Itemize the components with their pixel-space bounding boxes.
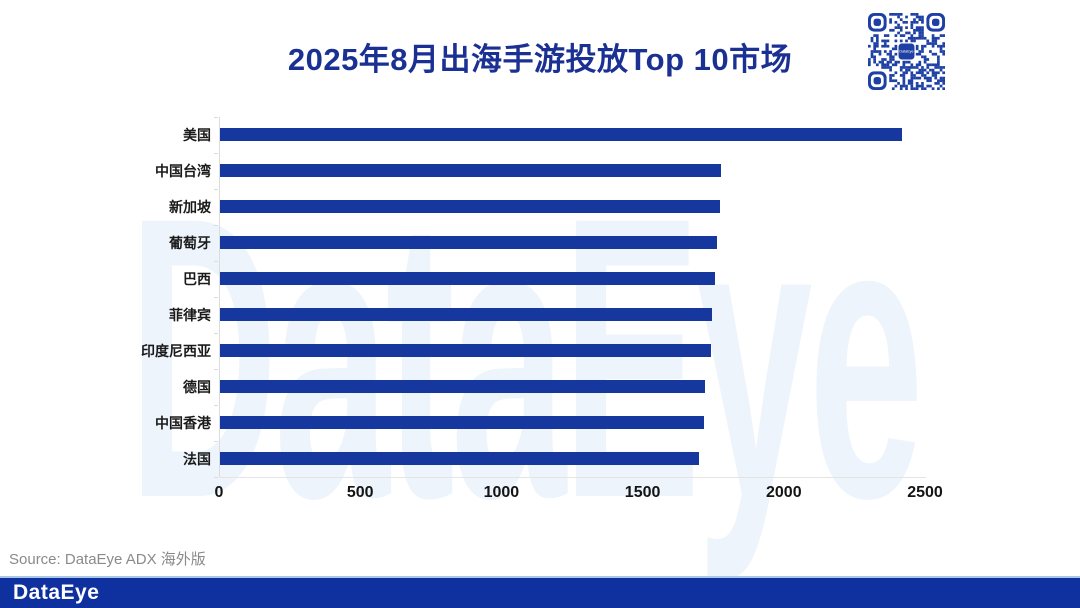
y-axis-tick	[214, 477, 218, 478]
x-tick-label: 500	[346, 484, 374, 501]
category-label: 新加坡	[169, 199, 211, 215]
category-label: 葡萄牙	[169, 235, 211, 251]
source-note: Source: DataEye ADX 海外版	[9, 551, 206, 568]
chart-row: 葡萄牙	[0, 225, 1080, 261]
chart-row: 菲律宾	[0, 297, 1080, 333]
chart-row: 美国	[0, 117, 1080, 153]
bar-4	[220, 236, 718, 249]
chart-row: 德国	[0, 369, 1080, 405]
bar-chart: 美国中国台湾新加坡葡萄牙巴西菲律宾印度尼西亚德国中国香港法国 0 500 1000 1…	[0, 117, 1080, 537]
y-axis-tick	[214, 261, 218, 262]
y-axis-line	[214, 117, 220, 478]
chart-row: 中国台湾	[0, 153, 1080, 189]
qr-code: DataEye	[868, 13, 945, 90]
chart-row: 中国香港	[0, 405, 1080, 441]
y-axis-tick	[214, 153, 218, 154]
bar-3	[220, 200, 721, 213]
category-label: 德国	[183, 379, 211, 395]
bar-5	[220, 272, 716, 285]
y-axis-tick	[214, 333, 218, 334]
category-label: 中国香港	[155, 415, 211, 431]
x-tick-label: 2000	[766, 484, 802, 501]
bar-6	[220, 308, 712, 321]
y-axis-tick	[214, 297, 218, 298]
category-label: 美国	[183, 127, 211, 143]
y-axis-tick	[214, 225, 218, 226]
x-tick-label: 1500	[624, 484, 661, 501]
bar-1	[220, 128, 902, 141]
chart-row: 法国	[0, 441, 1080, 477]
category-label: 印度尼西亚	[141, 343, 211, 359]
x-axis-tick-labels: 0 500 1000 1500 2000 2500	[0, 484, 1080, 504]
chart-row: 新加坡	[0, 189, 1080, 225]
x-tick-label: 2500	[907, 484, 943, 501]
x-tick-label: 1000	[483, 484, 520, 501]
bar-2	[220, 164, 722, 177]
chart-row: 巴西	[0, 261, 1080, 297]
x-axis-line	[219, 477, 926, 478]
category-label: 菲律宾	[169, 307, 211, 323]
y-axis-tick	[214, 369, 218, 370]
page-title: 2025年8月出海手游投放Top 10市场	[287, 42, 793, 77]
category-label: 巴西	[183, 271, 211, 287]
bar-8	[220, 380, 705, 393]
dataeye-logo: DataEye	[13, 581, 100, 604]
svg-text:DataEye: DataEye	[899, 50, 913, 54]
y-axis-tick	[214, 405, 218, 406]
y-axis-tick	[214, 189, 218, 190]
chart-row: 印度尼西亚	[0, 333, 1080, 369]
category-label: 中国台湾	[155, 163, 211, 179]
bar-7	[220, 344, 712, 357]
bar-9	[220, 416, 704, 429]
y-axis-tick	[214, 117, 218, 118]
x-tick-label: 0	[214, 484, 224, 501]
footer-bar: DataEye	[0, 576, 1080, 608]
category-label: 法国	[183, 451, 211, 467]
bar-10	[220, 452, 700, 465]
y-axis-tick	[214, 441, 218, 442]
